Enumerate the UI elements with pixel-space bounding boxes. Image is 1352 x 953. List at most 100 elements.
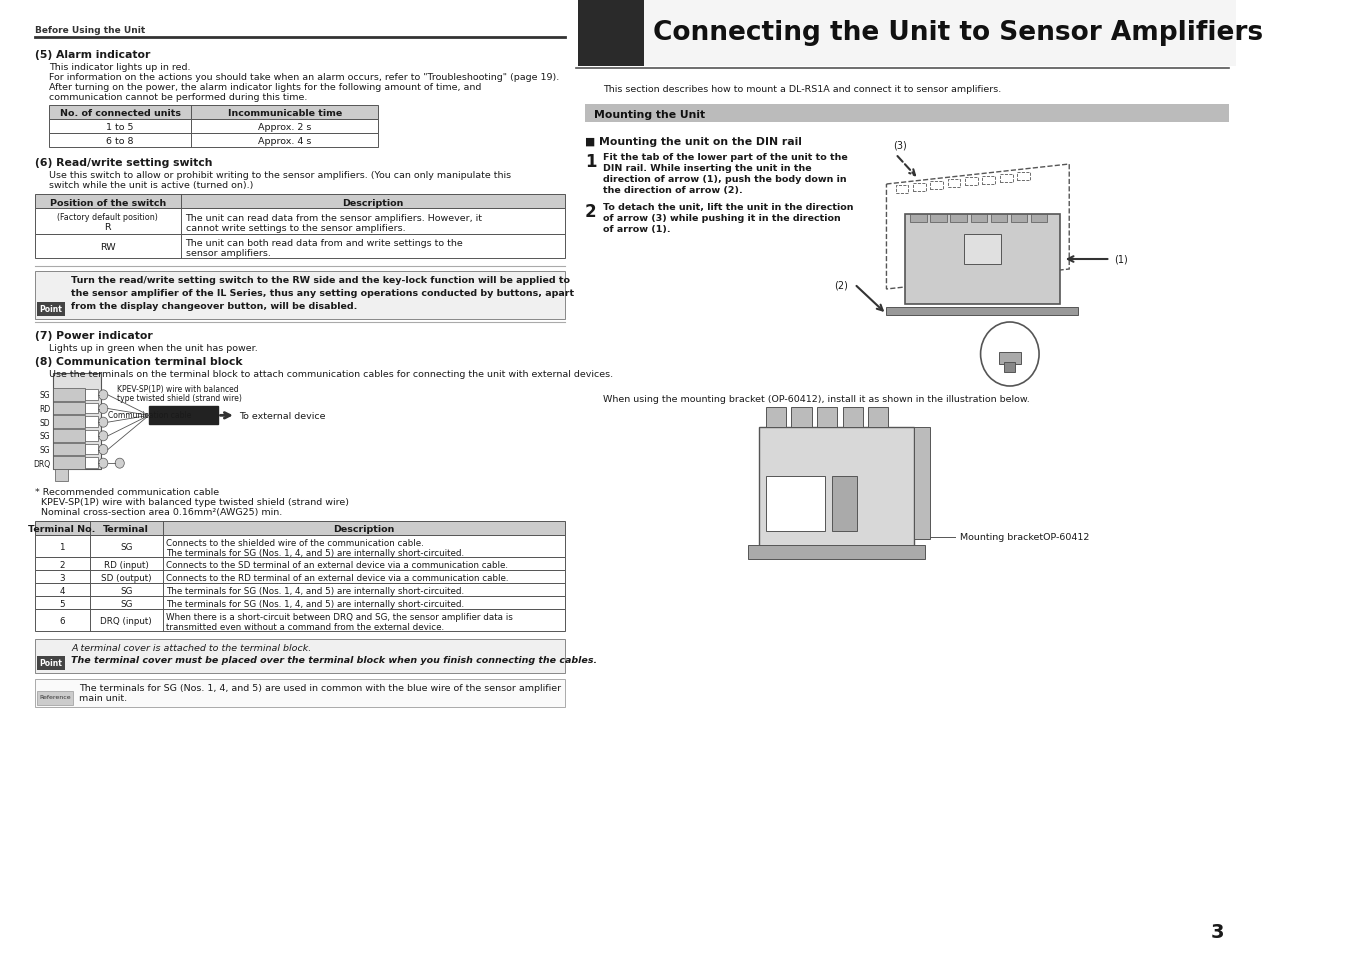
Text: direction of arrow (1), push the body down in: direction of arrow (1), push the body do… [603, 174, 846, 184]
Bar [965, 178, 977, 186]
Text: (7) Power indicator: (7) Power indicator [35, 331, 153, 340]
Bar [831, 476, 857, 532]
Text: 1 to 5: 1 to 5 [107, 123, 134, 132]
Text: transmitted even without a command from the external device.: transmitted even without a command from … [166, 622, 445, 631]
Bar [999, 353, 1021, 365]
Bar [50, 120, 379, 133]
Bar [85, 431, 97, 441]
Text: The terminal cover must be placed over the terminal block when you finish connec: The terminal cover must be placed over t… [72, 656, 598, 664]
Bar [566, 0, 577, 953]
Bar [50, 133, 379, 148]
Text: DRQ (input): DRQ (input) [100, 617, 151, 626]
Bar [904, 214, 1060, 305]
Text: communication cannot be performed during this time.: communication cannot be performed during… [50, 92, 308, 102]
Text: Use this switch to allow or prohibit writing to the sensor amplifiers. (You can : Use this switch to allow or prohibit wri… [50, 171, 511, 180]
Text: Use the terminals on the terminal block to attach communication cables for conne: Use the terminals on the terminal block … [50, 370, 614, 378]
Text: main unit.: main unit. [78, 693, 127, 702]
Text: SG: SG [120, 599, 132, 608]
Text: To external device: To external device [239, 412, 326, 420]
Bar [85, 457, 97, 469]
Bar [910, 214, 926, 223]
Bar [35, 571, 565, 583]
Circle shape [99, 404, 108, 414]
Text: 4: 4 [59, 586, 65, 596]
Bar [983, 176, 995, 184]
Text: The terminals for SG (Nos. 1, 4, and 5) are internally short-circuited.: The terminals for SG (Nos. 1, 4, and 5) … [166, 548, 465, 558]
Bar [999, 174, 1013, 182]
Bar [895, 186, 909, 193]
Bar [765, 408, 786, 428]
Text: DIN rail. While inserting the unit in the: DIN rail. While inserting the unit in th… [603, 164, 811, 172]
Bar [748, 545, 925, 559]
Circle shape [99, 391, 108, 400]
Text: Point: Point [39, 658, 62, 667]
Text: 1: 1 [59, 543, 65, 552]
Text: Communication cable: Communication cable [108, 411, 191, 419]
Text: SG: SG [39, 432, 50, 441]
Text: When using the mounting bracket (OP-60412), install it as shown in the illustrat: When using the mounting bracket (OP-6041… [603, 395, 1030, 403]
Text: KPEV-SP(1P) wire with balanced type twisted shield (strand wire): KPEV-SP(1P) wire with balanced type twis… [35, 497, 349, 506]
Bar [50, 106, 379, 120]
Bar [950, 214, 967, 223]
Text: R: R [104, 222, 111, 232]
Text: Nominal cross-section area 0.16mm²(AWG25) min.: Nominal cross-section area 0.16mm²(AWG25… [35, 507, 283, 517]
Bar [53, 416, 85, 429]
Bar [1011, 214, 1028, 223]
Text: 2: 2 [59, 560, 65, 569]
Text: When there is a short-circuit between DRQ and SG, the sensor amplifier data is: When there is a short-circuit between DR… [166, 613, 514, 621]
Text: Connects to the SD terminal of an external device via a communication cable.: Connects to the SD terminal of an extern… [166, 560, 508, 569]
Text: SG: SG [120, 543, 132, 552]
Bar [85, 390, 97, 400]
Text: Connects to the shielded wire of the communication cable.: Connects to the shielded wire of the com… [166, 538, 425, 547]
Text: SD: SD [39, 418, 50, 427]
Bar [1017, 172, 1030, 180]
Text: 3: 3 [1211, 923, 1225, 941]
Text: For information on the actions you should take when an alarm occurs, refer to "T: For information on the actions you shoul… [50, 73, 560, 82]
Text: Description: Description [333, 525, 395, 534]
Bar [35, 558, 565, 571]
Text: 6: 6 [59, 617, 65, 626]
Bar [948, 180, 960, 188]
Circle shape [115, 458, 124, 469]
Circle shape [99, 458, 108, 469]
Text: DRQ: DRQ [34, 459, 50, 468]
Text: SG: SG [39, 391, 50, 400]
Bar [35, 272, 565, 319]
Text: type twisted shield (strand wire): type twisted shield (strand wire) [118, 394, 242, 402]
Bar [35, 194, 565, 209]
Bar [85, 444, 97, 455]
Text: Terminal No.: Terminal No. [28, 525, 96, 534]
Bar [53, 430, 85, 442]
Bar [55, 470, 68, 481]
Bar [35, 597, 565, 609]
Bar [576, 0, 645, 67]
Text: Mounting the Unit: Mounting the Unit [594, 110, 706, 120]
Text: RW: RW [100, 243, 116, 253]
Text: (6) Read/write setting switch: (6) Read/write setting switch [35, 158, 212, 168]
Bar [35, 679, 565, 707]
Bar [930, 214, 946, 223]
Text: cannot write settings to the sensor amplifiers.: cannot write settings to the sensor ampl… [185, 224, 406, 233]
Bar [914, 428, 930, 539]
Text: Connects to the RD terminal of an external device via a communication cable.: Connects to the RD terminal of an extern… [166, 574, 508, 582]
Text: To detach the unit, lift the unit in the direction: To detach the unit, lift the unit in the… [603, 203, 853, 212]
Text: SD (output): SD (output) [101, 574, 151, 582]
Text: Lights up in green when the unit has power.: Lights up in green when the unit has pow… [50, 344, 258, 353]
Bar [37, 691, 73, 705]
Bar [791, 408, 811, 428]
Text: from the display changeover button, will be disabled.: from the display changeover button, will… [72, 302, 358, 311]
Text: The unit can both read data from and write settings to the: The unit can both read data from and wri… [185, 239, 464, 248]
Text: The unit can read data from the sensor amplifiers. However, it: The unit can read data from the sensor a… [185, 213, 483, 223]
Text: Mounting bracketOP-60412: Mounting bracketOP-60412 [960, 533, 1088, 542]
Text: sensor amplifiers.: sensor amplifiers. [185, 249, 270, 257]
Text: 6 to 8: 6 to 8 [107, 137, 134, 147]
Text: Connecting the Unit to Sensor Amplifiers: Connecting the Unit to Sensor Amplifiers [653, 20, 1264, 47]
Bar [35, 536, 565, 558]
Bar [149, 407, 218, 425]
Text: KPEV-SP(1P) wire with balanced: KPEV-SP(1P) wire with balanced [118, 385, 238, 394]
Bar [53, 443, 85, 456]
Text: Approx. 4 s: Approx. 4 s [258, 137, 311, 147]
Text: This section describes how to mount a DL-RS1A and connect it to sensor amplifier: This section describes how to mount a DL… [603, 85, 1002, 94]
Bar [53, 402, 85, 415]
Text: Turn the read/write setting switch to the RW side and the key-lock function will: Turn the read/write setting switch to th… [72, 275, 571, 285]
